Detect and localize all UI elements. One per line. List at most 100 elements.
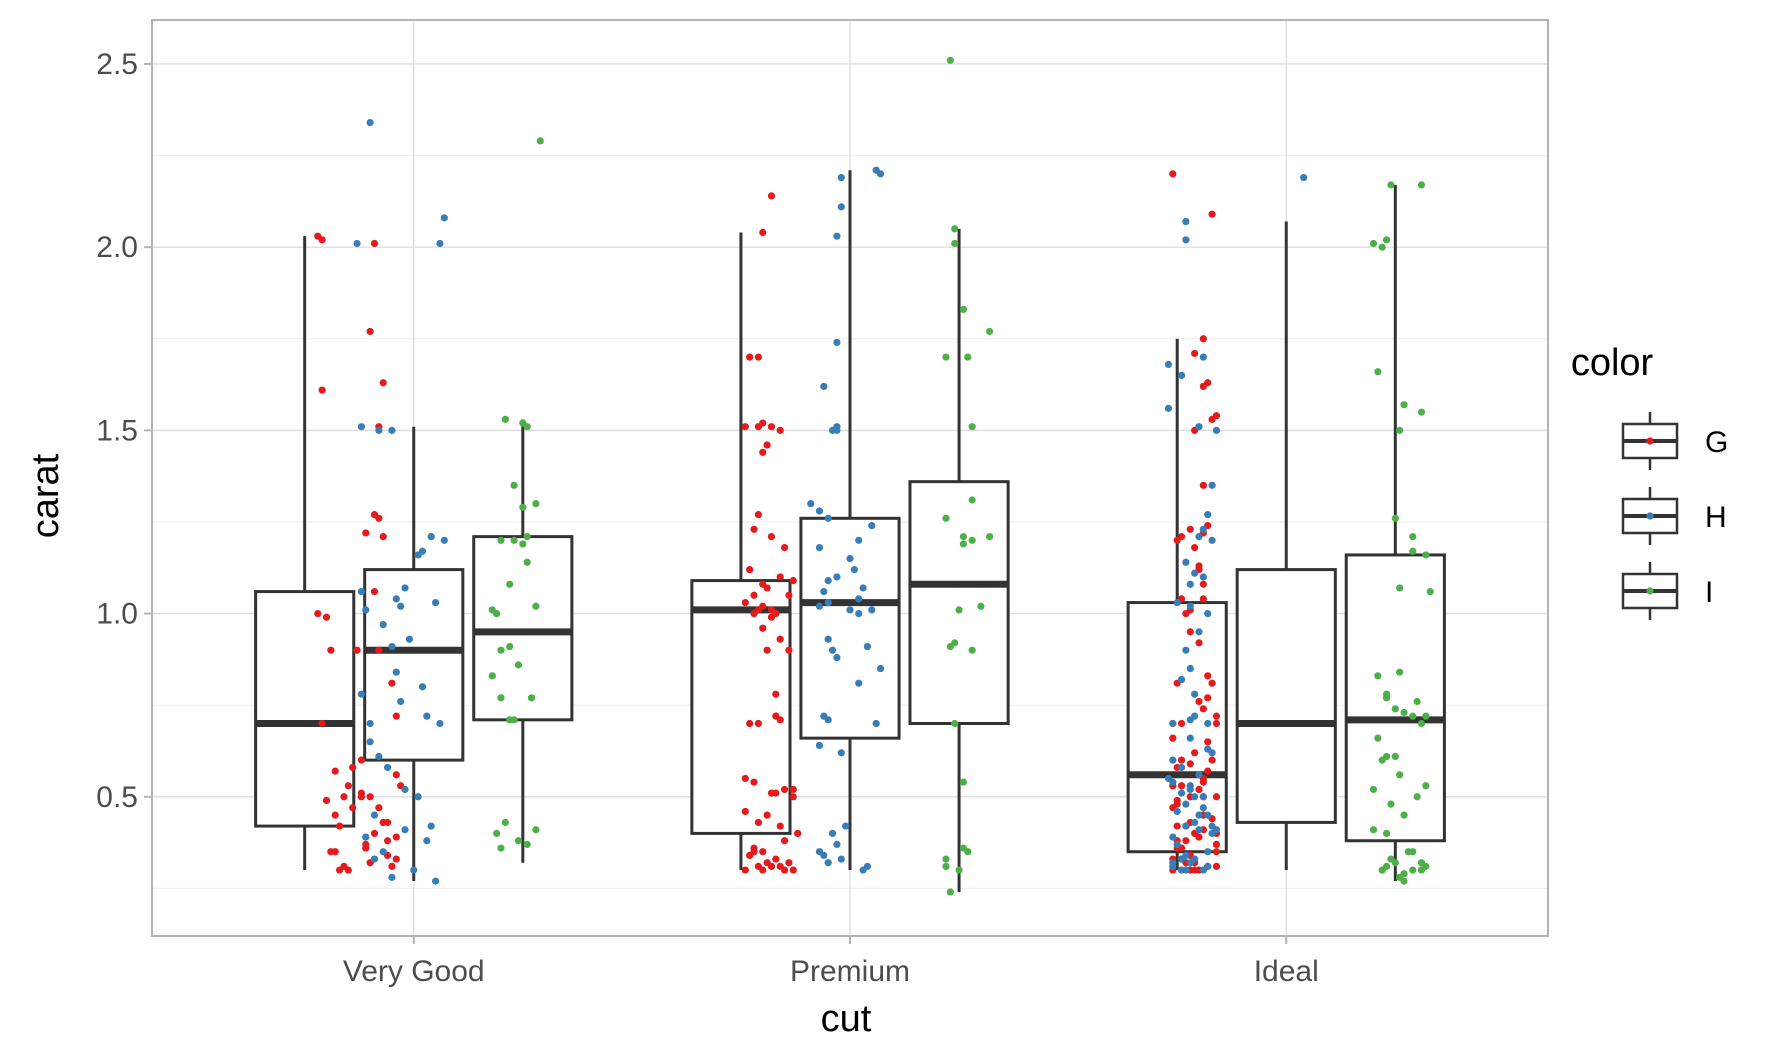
data-point-G xyxy=(763,441,771,449)
data-point-I xyxy=(506,716,514,724)
data-point-I xyxy=(506,642,514,651)
data-point-G xyxy=(318,386,326,394)
data-point-H xyxy=(837,855,845,863)
data-point-G xyxy=(392,833,400,841)
box-iqr xyxy=(1344,553,1446,843)
data-point-I xyxy=(1374,734,1382,742)
data-point-I xyxy=(959,533,968,541)
data-point-I xyxy=(1391,859,1399,867)
data-point-H xyxy=(1186,859,1194,867)
data-point-H xyxy=(431,877,440,885)
data-point-I xyxy=(1387,181,1395,189)
data-point-H xyxy=(815,507,824,515)
data-point-H xyxy=(824,859,832,867)
data-point-H xyxy=(859,584,867,592)
data-point-I xyxy=(1417,866,1426,874)
data-point-H xyxy=(1182,800,1190,808)
data-point-G xyxy=(362,844,370,852)
data-point-H xyxy=(383,763,392,772)
data-point-H xyxy=(375,752,383,761)
data-point-H xyxy=(1173,840,1181,849)
data-point-I xyxy=(510,481,518,489)
data-point-G xyxy=(785,859,793,867)
data-point-H xyxy=(1182,558,1190,566)
box-very-good-H xyxy=(363,426,465,882)
data-point-H xyxy=(427,822,435,830)
data-point-H xyxy=(1182,646,1190,654)
data-point-G xyxy=(776,716,784,724)
data-point-H xyxy=(824,514,832,522)
data-point-H xyxy=(1186,734,1194,742)
data-point-G xyxy=(759,448,767,456)
data-point-H xyxy=(815,602,824,610)
data-point-H xyxy=(366,719,374,728)
data-point-H xyxy=(872,719,880,728)
data-point-G xyxy=(344,782,352,790)
legend-title: color xyxy=(1571,342,1654,384)
data-point-I xyxy=(1369,239,1378,248)
data-point-H xyxy=(1199,573,1207,581)
data-point-G xyxy=(1212,793,1221,801)
data-point-I xyxy=(1409,848,1417,856)
data-point-I xyxy=(946,642,954,651)
data-point-H xyxy=(1191,569,1199,577)
data-point-G xyxy=(1186,760,1194,768)
data-point-H xyxy=(366,738,374,746)
data-point-G xyxy=(754,423,762,431)
box-premium-H xyxy=(799,170,901,871)
data-point-G xyxy=(1195,697,1203,706)
data-point-H xyxy=(1195,811,1203,819)
data-point-G xyxy=(1186,525,1194,533)
data-point-G xyxy=(754,719,762,728)
data-point-H xyxy=(1208,481,1216,489)
data-point-G xyxy=(392,771,400,779)
data-point-G xyxy=(741,423,749,431)
data-point-H xyxy=(1164,404,1173,412)
data-point-G xyxy=(789,785,797,794)
data-point-G xyxy=(1212,719,1221,728)
data-point-H xyxy=(876,664,885,673)
data-point-I xyxy=(1400,401,1408,409)
data-point-G xyxy=(375,646,383,654)
data-point-H xyxy=(824,635,832,643)
data-point-H xyxy=(436,719,444,728)
data-point-H xyxy=(353,239,361,248)
data-point-I xyxy=(1413,697,1421,706)
data-point-G xyxy=(1199,335,1207,343)
data-point-G xyxy=(1182,609,1190,618)
data-point-H xyxy=(1195,533,1203,541)
data-point-G xyxy=(741,866,749,874)
data-point-H xyxy=(833,840,841,849)
data-point-G xyxy=(1186,628,1194,636)
data-point-G xyxy=(383,837,392,845)
data-point-I xyxy=(1396,584,1404,592)
data-point-I xyxy=(986,533,994,541)
data-point-G xyxy=(318,719,326,728)
data-point-I xyxy=(968,423,976,431)
data-point-H xyxy=(397,602,405,610)
data-point-H xyxy=(837,203,845,211)
data-point-I xyxy=(946,888,954,896)
box-layer xyxy=(254,170,1446,893)
data-point-G xyxy=(789,576,797,585)
data-point-I xyxy=(497,536,505,544)
data-point-G xyxy=(331,848,339,856)
data-point-H xyxy=(423,837,431,845)
data-point-H xyxy=(401,785,409,794)
data-point-I xyxy=(536,137,544,145)
data-point-G xyxy=(759,848,767,856)
data-point-I xyxy=(955,866,963,874)
legend-label: G xyxy=(1705,426,1728,459)
y-tick-label: 2.5 xyxy=(96,48,138,81)
data-point-I xyxy=(1413,793,1421,801)
data-point-H xyxy=(1300,173,1308,182)
data-point-I xyxy=(1391,752,1399,761)
data-point-G xyxy=(375,804,383,812)
data-point-H xyxy=(807,500,815,508)
data-point-G xyxy=(1173,800,1181,808)
data-point-G xyxy=(1199,580,1207,588)
x-tick-label: Very Good xyxy=(343,955,485,988)
data-point-H xyxy=(1204,719,1212,728)
data-point-I xyxy=(964,353,972,361)
